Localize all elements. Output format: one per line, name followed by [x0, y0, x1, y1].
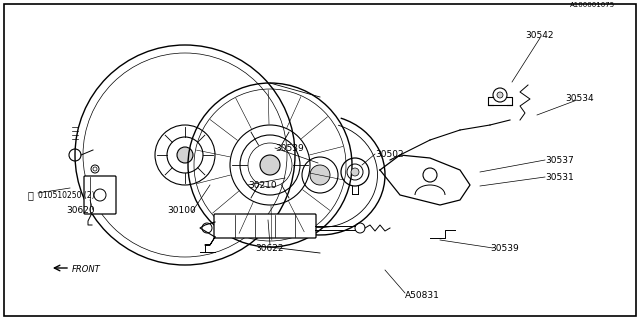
Text: 30534: 30534	[565, 93, 594, 102]
Text: 30502: 30502	[375, 149, 404, 158]
Text: FRONT: FRONT	[72, 265, 100, 274]
Text: Ⓑ: Ⓑ	[28, 190, 34, 200]
FancyBboxPatch shape	[214, 214, 316, 238]
Text: A100001075: A100001075	[570, 2, 615, 8]
Text: 30210: 30210	[248, 180, 276, 189]
Text: 30537: 30537	[545, 156, 573, 164]
Text: 30620: 30620	[67, 205, 95, 214]
Text: 010510250 (2): 010510250 (2)	[38, 190, 95, 199]
Text: 30539: 30539	[275, 143, 304, 153]
Text: 30539: 30539	[490, 244, 519, 252]
Circle shape	[351, 168, 359, 176]
Circle shape	[497, 92, 503, 98]
Text: 30622: 30622	[256, 244, 284, 252]
Text: 30531: 30531	[545, 172, 573, 181]
Text: 30542: 30542	[525, 30, 554, 39]
Text: 30100: 30100	[167, 205, 196, 214]
Circle shape	[260, 155, 280, 175]
Text: A50831: A50831	[405, 291, 440, 300]
FancyBboxPatch shape	[84, 176, 116, 214]
Circle shape	[310, 165, 330, 185]
Circle shape	[177, 147, 193, 163]
